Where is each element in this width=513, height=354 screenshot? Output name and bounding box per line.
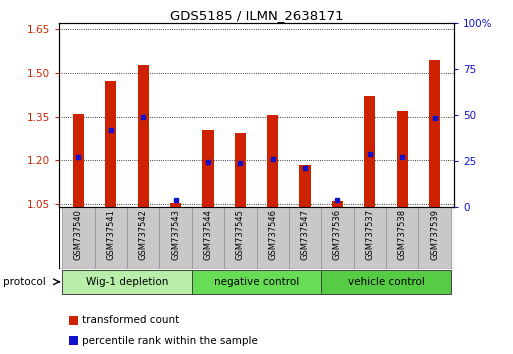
Bar (127, 207, 160, 269)
Bar (419, 207, 451, 269)
Bar (321, 207, 353, 269)
Bar (321, 270, 451, 294)
Text: GSM737546: GSM737546 (268, 209, 277, 260)
Bar (170, 203, 181, 207)
Bar (62, 207, 94, 269)
Bar (386, 207, 419, 269)
Bar (267, 115, 279, 207)
Bar (105, 81, 116, 207)
Bar (202, 130, 213, 207)
Bar (137, 65, 149, 207)
Text: GSM737537: GSM737537 (365, 209, 374, 260)
Bar (73, 114, 84, 207)
Bar (332, 201, 343, 207)
Text: protocol: protocol (3, 277, 45, 287)
Bar (397, 111, 408, 207)
Text: negative control: negative control (214, 277, 299, 287)
Text: transformed count: transformed count (82, 315, 180, 325)
Text: GSM737543: GSM737543 (171, 209, 180, 260)
Bar (192, 270, 321, 294)
Text: GSM737542: GSM737542 (139, 209, 148, 260)
Bar (256, 207, 289, 269)
Bar (224, 207, 256, 269)
Bar (62, 270, 192, 294)
Text: GSM737544: GSM737544 (204, 209, 212, 260)
Bar (300, 165, 311, 207)
Text: GSM737538: GSM737538 (398, 209, 407, 260)
Text: GSM737540: GSM737540 (74, 209, 83, 260)
Text: vehicle control: vehicle control (348, 277, 424, 287)
Bar (192, 207, 224, 269)
Text: percentile rank within the sample: percentile rank within the sample (82, 336, 258, 346)
Bar (234, 133, 246, 207)
Text: GSM737541: GSM737541 (106, 209, 115, 260)
Bar (160, 207, 192, 269)
Text: GSM737536: GSM737536 (333, 209, 342, 260)
Text: GSM737545: GSM737545 (236, 209, 245, 260)
Bar (353, 207, 386, 269)
Bar (289, 207, 321, 269)
Bar (429, 59, 440, 207)
Bar (94, 207, 127, 269)
Text: GDS5185 / ILMN_2638171: GDS5185 / ILMN_2638171 (170, 9, 343, 22)
Text: Wig-1 depletion: Wig-1 depletion (86, 277, 168, 287)
Bar (364, 96, 376, 207)
Text: GSM737547: GSM737547 (301, 209, 309, 260)
Text: GSM737539: GSM737539 (430, 209, 439, 260)
